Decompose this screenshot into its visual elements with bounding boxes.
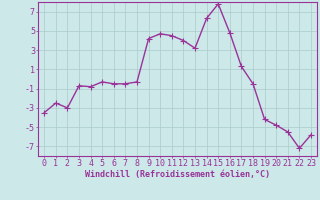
X-axis label: Windchill (Refroidissement éolien,°C): Windchill (Refroidissement éolien,°C) xyxy=(85,170,270,179)
